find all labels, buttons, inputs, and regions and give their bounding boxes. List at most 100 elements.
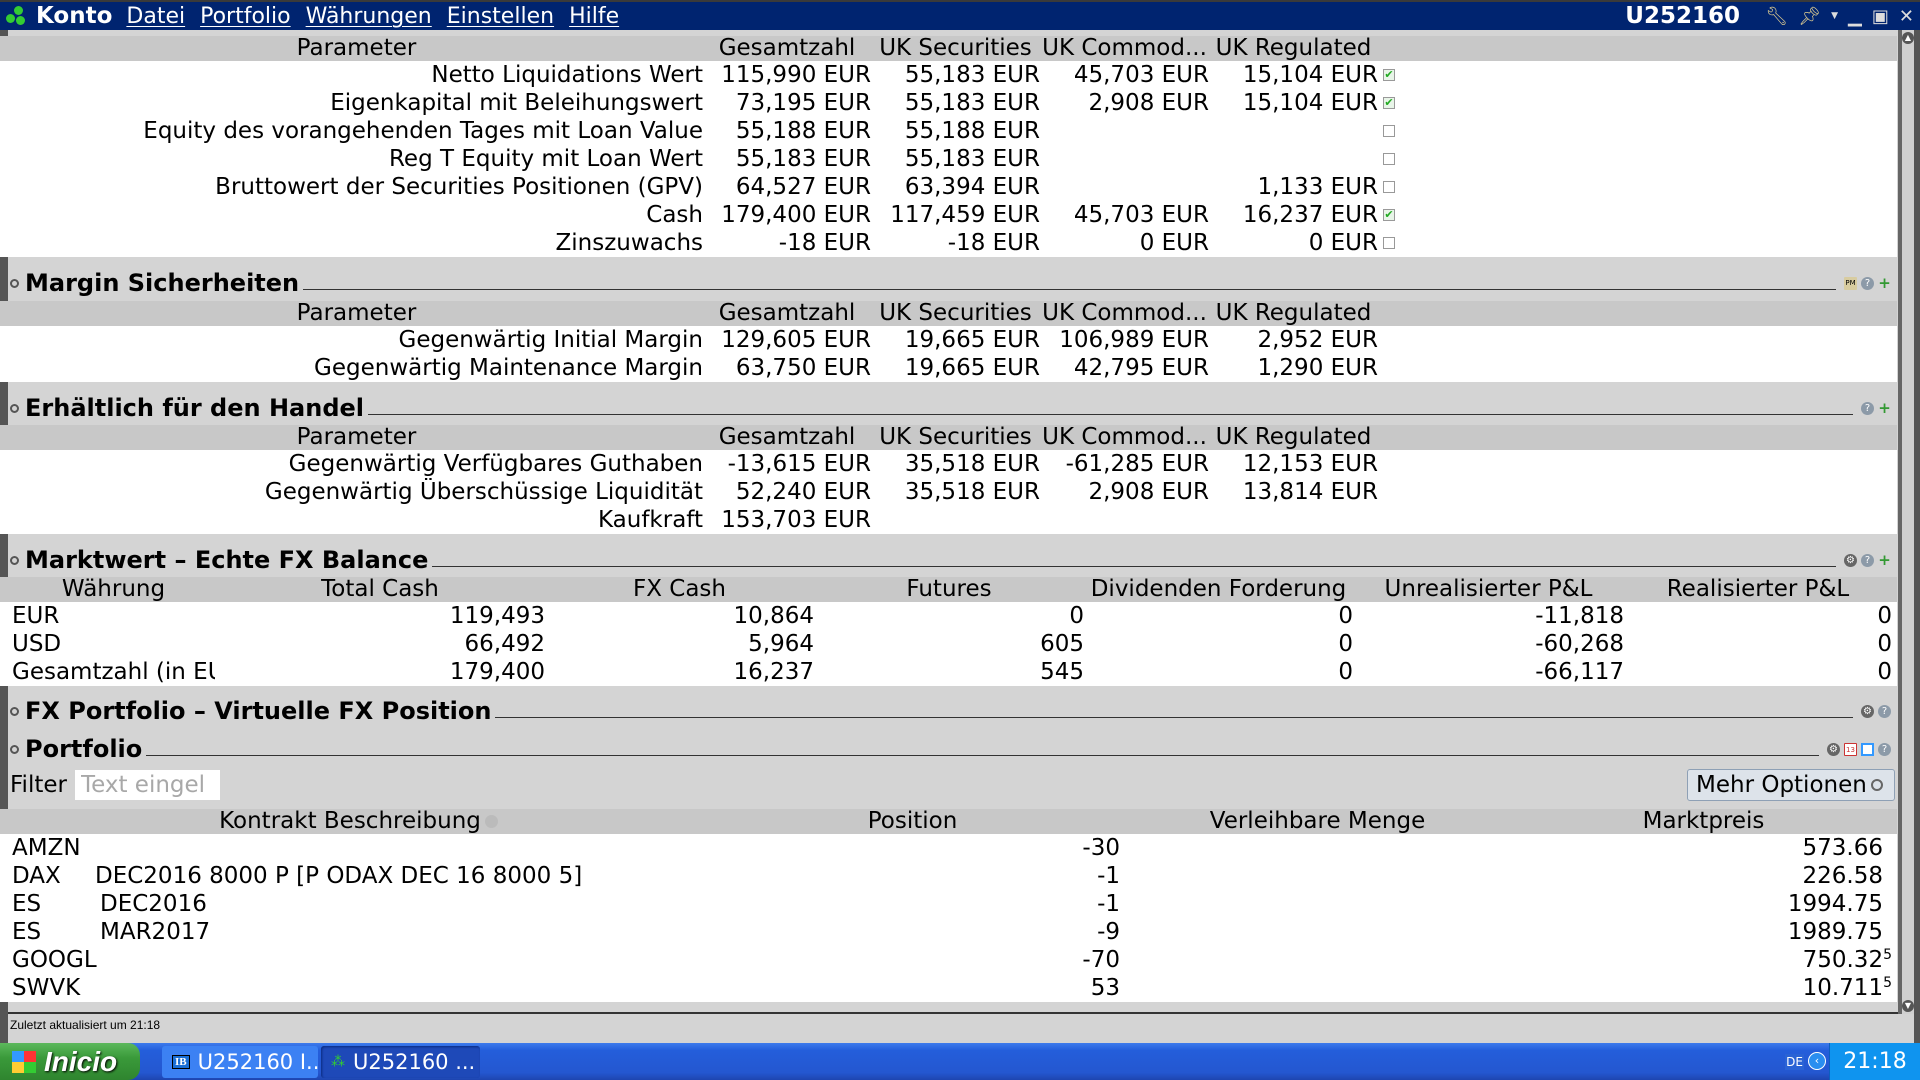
section-available-header[interactable]: Erhältlich für den Handel? + [10, 393, 1897, 423]
taskbar-item-tws[interactable]: IB U252160 I... [162, 1046, 326, 1078]
close-icon[interactable]: ✕ [1898, 5, 1914, 27]
spacer [0, 145, 10, 173]
menu-portfolio[interactable]: Portfolio [200, 3, 291, 29]
section-title: Margin Sicherheiten [25, 269, 300, 297]
column-header-4[interactable]: Dividenden Forderung [1084, 577, 1353, 602]
table-row[interactable]: DAX DEC2016 8000 P [P ODAX DEC 16 8000 5]… [0, 862, 1897, 890]
column-header-4[interactable]: UK Regulated [1209, 425, 1378, 450]
checkbox-cell [1378, 117, 1400, 145]
menu-einstellen[interactable]: Einstellen [446, 3, 555, 29]
dropdown-arrow-icon[interactable]: ▼ [1831, 11, 1839, 21]
column-header-3[interactable]: UK Commod... [1040, 36, 1209, 61]
price-value: 226.58 [1802, 863, 1883, 889]
column-header-1[interactable]: Position [705, 809, 1120, 834]
column-header-1[interactable]: Gesamtzahl [703, 36, 871, 61]
collapse-icon[interactable] [10, 706, 19, 716]
table-row[interactable]: SWVK 53 10.7115 [0, 974, 1897, 1002]
column-header-1[interactable]: Gesamtzahl [703, 425, 871, 450]
checkbox-unchecked[interactable] [1383, 125, 1395, 137]
column-header-0[interactable]: Währung [12, 577, 215, 602]
column-header-3[interactable]: UK Commod... [1040, 425, 1209, 450]
column-header-3[interactable]: UK Commod... [1040, 301, 1209, 326]
menu-hilfe[interactable]: Hilfe [569, 3, 620, 29]
scroll-down-icon[interactable]: ▼ [1902, 1000, 1914, 1012]
column-header-2[interactable]: FX Cash [545, 577, 814, 602]
help-icon[interactable]: ? [1878, 742, 1891, 756]
pm-icon[interactable]: PM [1844, 276, 1857, 290]
column-header-2[interactable]: UK Securities [871, 301, 1040, 326]
column-header-5[interactable]: Unrealisierter P&L [1353, 577, 1624, 602]
checkbox-checked[interactable]: ✔ [1383, 68, 1395, 81]
start-button[interactable]: Inicio [0, 1043, 140, 1080]
settings-icon[interactable]: ⚙ [1861, 704, 1874, 718]
column-header-0[interactable]: Parameter [10, 301, 703, 326]
pin-icon[interactable]: 📌︎ [1798, 5, 1822, 27]
column-header-6[interactable]: Realisierter P&L [1624, 577, 1892, 602]
price-fraction: 5 [1883, 975, 1892, 991]
menu-waehrungen[interactable]: Währungen [305, 3, 432, 29]
column-header-2[interactable]: UK Securities [871, 36, 1040, 61]
help-icon[interactable]: ? [1861, 276, 1874, 290]
settings-icon[interactable]: ⚙ [1844, 553, 1857, 567]
table-row[interactable]: GOOGL -70 750.325 [0, 946, 1897, 974]
column-header-0[interactable]: Parameter [10, 425, 703, 450]
column-header-4[interactable]: UK Regulated [1209, 36, 1378, 61]
column-header-2[interactable]: Verleihbare Menge [1120, 809, 1515, 834]
checkbox-cell: ✔ [1378, 61, 1400, 89]
calendar-icon[interactable]: 13 [1844, 742, 1857, 756]
scroll-up-icon[interactable]: ▲ [1902, 32, 1914, 44]
row-label: Equity des vorangehenden Tages mit Loan … [143, 118, 703, 144]
cell-value: 63,750 EUR [735, 355, 871, 381]
more-options-button[interactable]: Mehr Optionen [1687, 769, 1895, 801]
taskbar-item-konto[interactable]: ⁂ U252160 ... [321, 1046, 480, 1078]
language-indicator[interactable]: DE [1785, 1054, 1804, 1070]
filter-input[interactable] [74, 770, 220, 800]
checkbox-checked[interactable]: ✔ [1383, 96, 1395, 109]
price-value: 573.66 [1802, 835, 1883, 861]
collapse-icon[interactable] [10, 555, 19, 565]
section-fx-portfolio-header[interactable]: FX Portfolio – Virtuelle FX Position ⚙? [10, 696, 1897, 726]
window-icon[interactable] [1861, 742, 1874, 756]
collapse-icon[interactable] [10, 278, 19, 288]
help-icon[interactable]: ? [1861, 553, 1874, 567]
column-header-2[interactable]: UK Securities [871, 425, 1040, 450]
sort-icon[interactable] [484, 815, 498, 828]
checkbox-unchecked[interactable] [1383, 153, 1395, 165]
column-header-4[interactable]: UK Regulated [1209, 301, 1378, 326]
table-row[interactable]: ES DEC2016 -1 1994.75 [0, 890, 1897, 918]
column-header-0[interactable]: Kontrakt Beschreibung [12, 809, 705, 834]
maximize-icon[interactable]: ▣ [1871, 5, 1889, 27]
wrench-icon[interactable]: 🔧︎ [1765, 5, 1789, 27]
column-header-label: Währung [61, 576, 166, 602]
settings-icon[interactable]: ⚙ [1827, 742, 1840, 756]
section-portfolio-header[interactable]: Portfolio ⚙ 13? [10, 734, 1897, 764]
table-row[interactable]: ES MAR2017 -9 1989.75 [0, 918, 1897, 946]
collapse-icon[interactable] [10, 744, 19, 754]
column-header-3[interactable]: Futures [814, 577, 1084, 602]
help-icon[interactable]: ? [1878, 704, 1891, 718]
tray-expand-icon[interactable]: ‹ [1808, 1052, 1826, 1070]
vertical-scrollbar[interactable]: ▲ ▼ [1898, 30, 1914, 1014]
contract-symbol: SWVK [12, 975, 81, 1001]
table-row[interactable]: AMZN -30 573.66 [0, 834, 1897, 862]
checkbox-unchecked[interactable] [1383, 181, 1395, 193]
column-header-label: UK Commod... [1042, 300, 1207, 326]
add-icon[interactable]: + [1878, 550, 1891, 569]
column-header-0[interactable]: Parameter [10, 36, 703, 61]
column-header-3[interactable]: Marktpreis [1515, 809, 1892, 834]
collapse-icon[interactable] [10, 403, 19, 413]
section-margin-header[interactable]: Margin Sicherheiten PM? + [10, 268, 1897, 298]
minimize-icon[interactable]: ▁ [1848, 5, 1862, 27]
menu-datei[interactable]: Datei [126, 3, 186, 29]
lendable-cell [1120, 834, 1515, 862]
section-fx-balance-header[interactable]: Marktwert – Echte FX Balance ⚙? + [10, 545, 1897, 575]
column-header-1[interactable]: Total Cash [215, 577, 545, 602]
add-icon[interactable]: + [1878, 273, 1891, 292]
add-icon[interactable]: + [1878, 398, 1891, 417]
help-icon[interactable]: ? [1861, 401, 1874, 415]
table-header: Währung Total Cash FX Cash Futures Dividende… [0, 577, 1897, 602]
column-header-1[interactable]: Gesamtzahl [703, 301, 871, 326]
checkbox-unchecked[interactable] [1383, 237, 1395, 249]
row-label: Kaufkraft [597, 507, 703, 533]
checkbox-checked[interactable]: ✔ [1383, 208, 1395, 221]
